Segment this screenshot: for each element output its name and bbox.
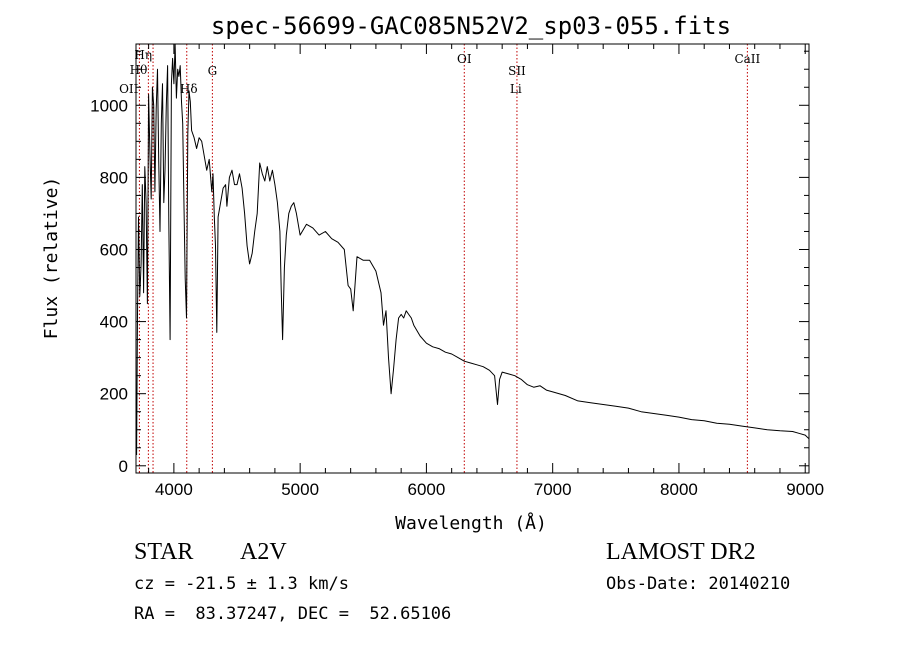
y-tick-label-0: 0 xyxy=(119,457,128,476)
y-tick-label-1: 200 xyxy=(100,385,128,404)
y-tick-label-3: 600 xyxy=(100,240,128,259)
x-tick-label-3: 7000 xyxy=(534,480,572,499)
object-class: STAR xyxy=(134,539,194,565)
line-label-1: Hθ xyxy=(130,63,148,77)
x-tick-label-5: 9000 xyxy=(786,480,824,499)
x-tick-label-2: 6000 xyxy=(407,480,445,499)
line-label-3: Hδ xyxy=(180,82,198,96)
x-tick-label-4: 8000 xyxy=(660,480,698,499)
line-label-2: Hη xyxy=(134,48,152,62)
line-label-8: CaII xyxy=(734,52,760,66)
chart-title: spec-56699-GAC085N52V2_sp03-055.fits xyxy=(211,12,731,40)
x-tick-label-0: 4000 xyxy=(155,480,193,499)
x-axis-label: Wavelength (Å) xyxy=(395,512,547,534)
line-label-7: Li xyxy=(510,82,522,96)
observation-date: Obs-Date: 20140210 xyxy=(606,574,791,594)
line-label-4: G xyxy=(208,64,218,78)
sky-coordinates: RA = 83.37247, DEC = 52.65106 xyxy=(134,604,452,624)
y-axis-label: Flux (relative) xyxy=(41,177,62,340)
spectrum-line xyxy=(136,43,810,456)
spectrum-trace xyxy=(136,43,810,456)
line-label-5: OI xyxy=(457,52,472,66)
y-tick-label-4: 800 xyxy=(100,168,128,187)
axis-ticks: 4000 5000 6000 7000 8000 9000 0 200 400 600 800 100… xyxy=(90,44,824,499)
y-tick-label-2: 400 xyxy=(100,313,128,332)
redshift-value: cz = -21.5 ± 1.3 km/s xyxy=(134,574,349,594)
line-label-6: SII xyxy=(508,64,526,78)
y-tick-label-5: 1000 xyxy=(90,96,128,115)
plot-frame xyxy=(135,43,810,474)
survey-name: LAMOST DR2 xyxy=(606,539,756,565)
line-label-0: OII xyxy=(119,82,139,96)
x-tick-label-1: 5000 xyxy=(281,480,319,499)
spectral-subclass: A2V xyxy=(240,539,287,565)
